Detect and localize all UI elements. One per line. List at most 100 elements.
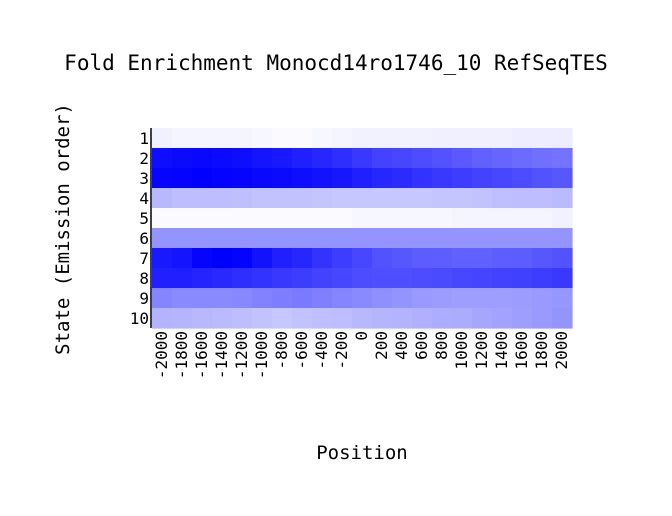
heatmap-cell (372, 268, 393, 289)
heatmap-cell (532, 228, 553, 249)
y-tick-label: 10 (130, 309, 149, 328)
heatmap-cell (432, 268, 453, 289)
heatmap-cell (432, 188, 453, 209)
heatmap-cell (212, 168, 233, 189)
x-tick-label: 400 (392, 331, 411, 360)
heatmap-cell (452, 268, 473, 289)
x-tick-label: 800 (432, 331, 451, 360)
heatmap-cell (192, 168, 213, 189)
x-tick-label: -2000 (152, 331, 171, 379)
heatmap-cell (172, 208, 193, 229)
heatmap-cells (152, 128, 573, 329)
heatmap-cell (312, 188, 333, 209)
heatmap-cell (432, 208, 453, 229)
heatmap-cell (172, 268, 193, 289)
heatmap-cell (372, 208, 393, 229)
y-axis-label: State (Emission order) (52, 103, 74, 355)
heatmap-cell (312, 228, 333, 249)
heatmap-cell (312, 248, 333, 269)
heatmap-cell (552, 248, 573, 269)
heatmap-cell (232, 208, 253, 229)
x-tick-label: -600 (292, 331, 311, 370)
heatmap-cell (292, 128, 313, 149)
heatmap-cell (212, 308, 233, 329)
heatmap-cell (552, 128, 573, 149)
x-tick-label: -1200 (232, 331, 251, 379)
heatmap-cell (412, 128, 433, 149)
heatmap-cell (372, 288, 393, 309)
heatmap-cell (452, 228, 473, 249)
heatmap-cell (272, 288, 293, 309)
heatmap-cell (392, 168, 413, 189)
heatmap-cell (472, 228, 493, 249)
heatmap-cell (332, 148, 353, 169)
chart-title: Fold Enrichment Monocd14ro1746_10 RefSeq… (64, 51, 608, 75)
heatmap-cell (172, 228, 193, 249)
y-tick-label: 6 (139, 229, 149, 248)
heatmap-cell (472, 128, 493, 149)
heatmap-cell (412, 188, 433, 209)
heatmap-cell (472, 288, 493, 309)
heatmap-cell (512, 168, 533, 189)
heatmap-cell (212, 188, 233, 209)
heatmap-cell (432, 128, 453, 149)
heatmap-cell (492, 268, 513, 289)
heatmap-cell (532, 148, 553, 169)
heatmap-cell (192, 268, 213, 289)
heatmap-cell (492, 128, 513, 149)
heatmap-cell (292, 188, 313, 209)
heatmap-cell (172, 188, 193, 209)
heatmap-cell (272, 208, 293, 229)
heatmap-cell (192, 128, 213, 149)
heatmap-cell (212, 268, 233, 289)
heatmap-cell (312, 128, 333, 149)
x-tick-label: 0 (352, 331, 371, 341)
heatmap-cell (532, 268, 553, 289)
heatmap-cell (312, 308, 333, 329)
heatmap-cell (352, 248, 373, 269)
heatmap-cell (412, 208, 433, 229)
heatmap-cell (392, 208, 413, 229)
heatmap-cell (332, 128, 353, 149)
heatmap-cell (452, 188, 473, 209)
y-tick-label: 1 (139, 129, 149, 148)
heatmap-cell (172, 248, 193, 269)
heatmap-cell (512, 148, 533, 169)
heatmap-cell (472, 308, 493, 329)
heatmap-cell (172, 168, 193, 189)
heatmap-cell (332, 188, 353, 209)
heatmap-cell (492, 228, 513, 249)
heatmap-cell (552, 308, 573, 329)
x-tick-label: -400 (312, 331, 331, 370)
heatmap-cell (292, 308, 313, 329)
x-tick-label: -800 (272, 331, 291, 370)
heatmap-cell (392, 248, 413, 269)
heatmap-cell (392, 188, 413, 209)
heatmap-cell (472, 188, 493, 209)
heatmap-cell (232, 248, 253, 269)
heatmap-cell (472, 168, 493, 189)
heatmap-cell (412, 308, 433, 329)
heatmap-cell (532, 248, 553, 269)
x-tick-label: -200 (332, 331, 351, 370)
heatmap-cell (292, 148, 313, 169)
heatmap-cell (332, 168, 353, 189)
heatmap-cell (532, 168, 553, 189)
heatmap-cell (252, 228, 273, 249)
heatmap-cell (492, 168, 513, 189)
heatmap-cell (412, 148, 433, 169)
heatmap-cell (192, 188, 213, 209)
heatmap-cell (492, 208, 513, 229)
heatmap-cell (372, 228, 393, 249)
x-tick-label: 1200 (472, 331, 491, 370)
heatmap-cell (552, 208, 573, 229)
heatmap-cell (232, 128, 253, 149)
heatmap-cell (252, 288, 273, 309)
x-tick-label: -1600 (192, 331, 211, 379)
x-tick-label: 600 (412, 331, 431, 360)
y-tick-label: 7 (139, 249, 149, 268)
heatmap-cell (492, 188, 513, 209)
heatmap-cell (552, 228, 573, 249)
heatmap-cell (172, 148, 193, 169)
